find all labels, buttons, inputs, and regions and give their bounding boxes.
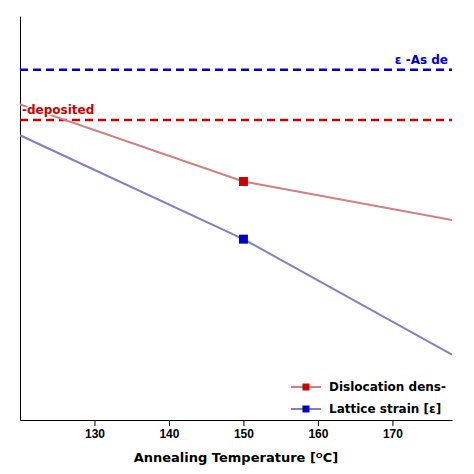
annotation: ε -As de [395,53,448,67]
y-axis-line [20,17,21,421]
legend: Dislocation dens- Lattice strain [ε] [291,380,446,416]
x-tick-label: 140 [159,427,179,441]
plot: 130 140 150 160 170 ε -As de -deposited Disloca… [20,17,453,441]
dashed-line [20,69,452,72]
legend-label: Dislocation dens- [329,380,446,394]
x-axis: 130 140 150 160 170 [21,420,453,441]
legend-label: Lattice strain [ε] [329,402,441,416]
x-tick: 130 [85,420,105,441]
x-axis-title: Annealing Temperature [ᴼC] [134,450,339,465]
x-tick-mark [169,420,170,426]
marker [239,235,248,244]
line [20,104,452,219]
legend-item: Lattice strain [ε] [291,402,441,416]
x-tick: 170 [383,420,403,441]
x-tick: 150 [234,420,254,441]
marks [20,70,452,355]
x-tick-mark [318,420,319,426]
chart-container: 130 140 150 160 170 ε -As de -deposited Disloca… [0,0,474,474]
x-tick-label: 130 [85,427,105,441]
x-tick-mark [243,420,244,426]
x-tick-mark [94,420,95,426]
x-tick: 160 [308,420,328,441]
x-tick-label: 150 [234,427,254,441]
x-tick: 140 [159,420,179,441]
annotation: -deposited [22,103,94,117]
y-axis [20,17,21,421]
legend-item: Dislocation dens- [291,380,446,394]
legend-marker [302,406,309,413]
legend-marker [302,384,309,391]
x-tick-label: 160 [308,427,328,441]
chart: 130 140 150 160 170 ε -As de -deposited Disloca… [0,0,474,474]
x-tick-label: 170 [383,427,403,441]
x-axis-line [21,420,453,421]
x-tick-mark [392,420,393,426]
line [20,135,452,354]
dashed-line [20,119,452,122]
marker [239,177,248,186]
